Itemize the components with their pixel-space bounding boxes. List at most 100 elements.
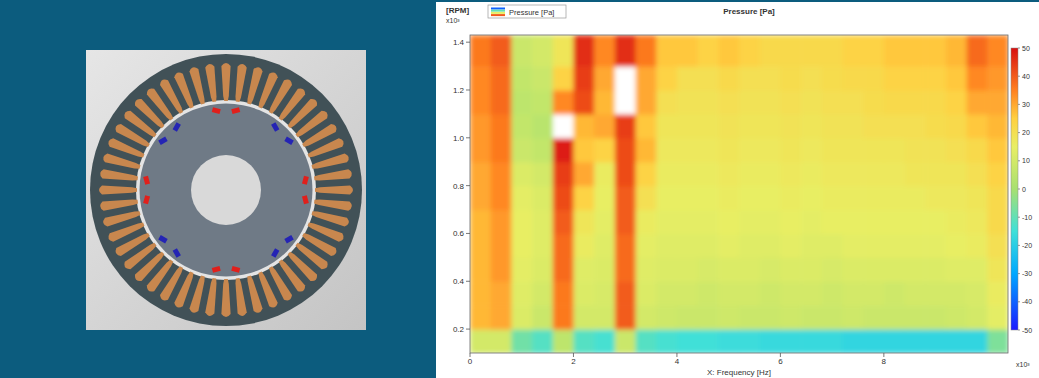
heat-cell [987, 90, 1008, 115]
legend: Pressure [Pa] [488, 5, 566, 18]
magnet [143, 195, 150, 204]
heat-cell [573, 186, 594, 211]
heat-cell [925, 35, 946, 67]
heat-cell [967, 162, 988, 187]
heat-cell [491, 138, 512, 163]
heat-cell [884, 233, 905, 258]
heat-cell [656, 90, 677, 115]
motor-diagram [86, 50, 366, 330]
heat-cell [863, 233, 884, 258]
color-tick [1018, 76, 1020, 77]
heat-cell [987, 305, 1008, 330]
heat-cell [842, 210, 863, 235]
stator-slot [315, 185, 353, 194]
heat-cell [780, 186, 801, 211]
heat-cell [884, 90, 905, 115]
heat-cell [842, 329, 863, 353]
heat-cell [636, 186, 657, 211]
heat-cell [470, 329, 491, 353]
heat-cell [739, 233, 760, 258]
heat-cell [987, 162, 1008, 187]
heat-cell [739, 114, 760, 139]
heat-cell [656, 257, 677, 282]
heat-cell [842, 186, 863, 211]
heat-cell [780, 138, 801, 163]
heat-cell [905, 257, 926, 282]
heat-cell [780, 90, 801, 115]
color-tick-label: -10 [1022, 214, 1032, 221]
heat-cell [863, 138, 884, 163]
heat-cell [946, 233, 967, 258]
heat-cell [573, 162, 594, 187]
heat-cell [760, 305, 781, 330]
legend-label: Pressure [Pa] [509, 8, 554, 17]
heat-cell [698, 210, 719, 235]
heat-cell [532, 90, 553, 115]
heat-cell [946, 114, 967, 139]
heat-cell [987, 114, 1008, 139]
heat-cell [884, 114, 905, 139]
x-tick-label: 6 [778, 357, 783, 366]
legend-swatch [491, 12, 505, 14]
heat-cell [760, 257, 781, 282]
heat-cell [739, 210, 760, 235]
heat-cell [615, 305, 636, 330]
color-tick [1018, 104, 1020, 105]
heat-cell [677, 233, 698, 258]
heat-cell [470, 186, 491, 211]
color-tick-label: 20 [1022, 129, 1030, 136]
heat-cell [615, 90, 636, 115]
heat-cell [636, 35, 657, 67]
heat-cell [511, 186, 532, 211]
heat-cell [491, 90, 512, 115]
heat-cell [967, 66, 988, 91]
stator-slot [314, 197, 353, 211]
heat-cell [760, 233, 781, 258]
heat-cell [677, 138, 698, 163]
heat-cell [925, 90, 946, 115]
heat-cell [511, 138, 532, 163]
magnet [284, 235, 293, 243]
heat-cell [884, 162, 905, 187]
magnet [212, 107, 221, 114]
heat-cell [884, 329, 905, 353]
heat-cell [636, 233, 657, 258]
heat-cell [636, 329, 657, 353]
heat-cell [925, 233, 946, 258]
heat-cell [718, 35, 739, 67]
heat-cell [615, 66, 636, 91]
heat-cell [760, 138, 781, 163]
heat-cell [470, 35, 491, 67]
shaft [191, 155, 261, 225]
heat-cell [470, 305, 491, 330]
heat-cell [470, 233, 491, 258]
heat-cell [677, 162, 698, 187]
heat-cell [677, 281, 698, 306]
heat-cell [760, 329, 781, 353]
heat-cell [822, 35, 843, 67]
slide: 024680.20.40.60.81.01.21.4X: Frequency [… [0, 0, 1039, 378]
heat-cell [739, 305, 760, 330]
heat-cell [470, 281, 491, 306]
heat-cell [863, 186, 884, 211]
heat-cell [553, 281, 574, 306]
heat-cell [594, 257, 615, 282]
heat-cell [905, 162, 926, 187]
heat-cell [842, 138, 863, 163]
x-axis-label: X: Frequency [Hz] [707, 368, 771, 377]
heat-cell [946, 281, 967, 306]
heat-cell [594, 35, 615, 67]
heat-cell [842, 90, 863, 115]
heat-cell [511, 257, 532, 282]
color-tick-label: 10 [1022, 157, 1030, 164]
heat-cell [842, 305, 863, 330]
heat-cell [594, 114, 615, 139]
heat-cell [925, 66, 946, 91]
heat-cell [573, 233, 594, 258]
heat-cell [905, 35, 926, 67]
heat-cell [656, 66, 677, 91]
heat-cell [718, 114, 739, 139]
heat-cell [511, 305, 532, 330]
heat-cell [884, 281, 905, 306]
heat-cell [946, 35, 967, 67]
